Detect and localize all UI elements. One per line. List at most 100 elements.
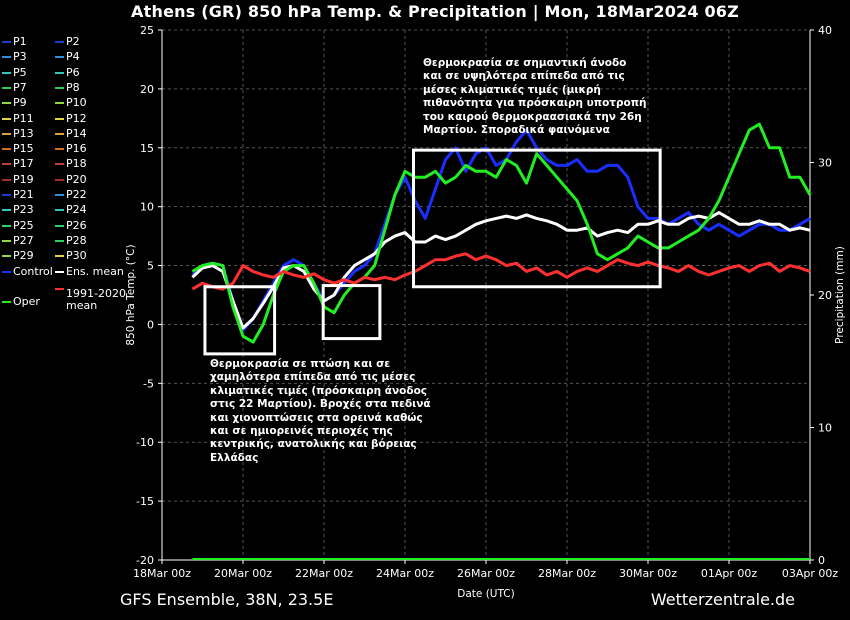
- legend-swatch: [55, 148, 64, 151]
- y-tick-label: 15: [140, 142, 154, 155]
- y-tick-label: -5: [143, 377, 154, 390]
- legend-item: P6: [55, 65, 80, 79]
- legend-swatch: [55, 71, 64, 74]
- legend-item: P15: [2, 143, 34, 155]
- series-oper-line: [191, 122, 812, 344]
- legend-item: Oper: [2, 296, 40, 308]
- x-tick-label: 20Mar 00z: [214, 567, 272, 580]
- x-tick-label: 28Mar 00z: [538, 567, 596, 580]
- legend-item: P5: [2, 66, 27, 79]
- legend-swatch: [55, 41, 64, 43]
- legend-swatch: [55, 86, 64, 89]
- legend-label: P25: [13, 218, 34, 232]
- legend-swatch: [2, 148, 11, 151]
- legend-label: P11: [13, 111, 34, 125]
- chart-title: Athens (GR) 850 hPa Temp. & Precipitatio…: [131, 2, 739, 21]
- highlight-box: [412, 148, 662, 289]
- legend-swatch: [2, 102, 11, 105]
- legend-swatch: [2, 86, 11, 89]
- legend-label: P12: [66, 111, 87, 125]
- x-axis-label: Date (UTC): [457, 588, 514, 600]
- legend-label: P27: [13, 233, 34, 247]
- y2-tick-label: 10: [818, 422, 832, 435]
- legend-swatch: [2, 270, 11, 273]
- y2-tick-label: 20: [818, 289, 832, 302]
- legend-swatch: [55, 270, 64, 273]
- legend-swatch: [55, 209, 64, 212]
- legend-label: P24: [66, 203, 87, 217]
- legend-label: P15: [13, 142, 34, 156]
- legend-swatch: [2, 209, 11, 212]
- legend-swatch: [2, 255, 11, 258]
- legend-label: P13: [13, 126, 34, 140]
- legend-swatch: [2, 301, 11, 304]
- legend-item: P28: [55, 234, 87, 247]
- y2-tick-label: 40: [818, 24, 832, 37]
- legend-label: P2: [66, 35, 80, 48]
- legend-swatch: [55, 194, 64, 196]
- legend-item: P3: [2, 51, 27, 63]
- y2-axis-label: Precipitation (mm): [834, 246, 846, 344]
- legend-item: P2: [55, 36, 80, 48]
- legend-swatch: [55, 56, 64, 59]
- legend-item: P14: [55, 126, 87, 140]
- legend-item: P17: [2, 158, 34, 170]
- legend-item: P10: [55, 97, 87, 109]
- legend-swatch: [2, 194, 11, 196]
- legend-item: P30: [55, 250, 87, 262]
- legend-swatch: [55, 239, 64, 242]
- legend-swatch: [2, 224, 11, 227]
- legend-item: P11: [2, 111, 34, 125]
- legend-label: P8: [66, 80, 80, 94]
- legend-item: P4: [55, 51, 80, 63]
- y-tick-label: -20: [136, 554, 154, 567]
- legend-item: Control: [2, 265, 53, 278]
- legend-item: P18: [55, 158, 87, 170]
- legend-item: P13: [2, 126, 34, 140]
- legend-label: P9: [13, 96, 27, 110]
- legend-label: P1: [13, 35, 27, 48]
- legend-item: P9: [2, 97, 27, 109]
- legend-item: P7: [2, 81, 27, 94]
- legend-label: P19: [13, 172, 34, 186]
- y-tick-label: 25: [140, 24, 154, 37]
- legend-swatch: [55, 102, 64, 105]
- legend-label: Oper: [13, 295, 40, 309]
- site-credit: Wetterzentrale.de: [650, 590, 795, 609]
- x-tick-label: 01Apr 00z: [701, 567, 758, 580]
- legend-label: P21: [13, 188, 34, 201]
- legend-label: P18: [66, 157, 87, 171]
- legend-item: 1991-2020 mean: [55, 288, 136, 312]
- series-control-line: [191, 128, 811, 332]
- annotation-cold-period: Θερμοκρασία σε πτώση και σε χαμηλότερα ε…: [210, 358, 431, 464]
- legend-item: P1: [2, 36, 27, 48]
- legend-label: Ens. mean: [66, 264, 124, 278]
- legend-label: P6: [66, 65, 80, 79]
- legend-item: P19: [2, 172, 34, 186]
- legend-item: P27: [2, 233, 34, 247]
- y-tick-label: -15: [136, 495, 154, 508]
- legend-swatch: [2, 71, 11, 74]
- legend-label: P29: [13, 249, 34, 263]
- legend-item: P22: [55, 189, 87, 201]
- legend-swatch: [2, 41, 11, 43]
- x-tick-label: 22Mar 00z: [295, 567, 353, 580]
- legend-label: P20: [66, 172, 87, 186]
- legend-label: P14: [66, 126, 87, 140]
- legend-swatch: [2, 132, 11, 135]
- legend-item: P23: [2, 204, 34, 216]
- y-axis-label: 850 hPa Temp. (°C): [125, 244, 137, 345]
- x-tick-label: 30Mar 00z: [619, 567, 677, 580]
- legend-swatch: [55, 255, 64, 258]
- legend-label: P26: [66, 218, 87, 232]
- y-tick-label: 5: [147, 260, 154, 273]
- legend-swatch: [2, 56, 11, 59]
- legend-swatch: [55, 178, 64, 181]
- legend-label: P16: [66, 142, 87, 156]
- legend-item: P12: [55, 111, 87, 125]
- y-tick-label: 10: [140, 201, 154, 214]
- legend-item: P16: [55, 143, 87, 155]
- legend-item: P26: [55, 218, 87, 232]
- legend-label: P23: [13, 203, 34, 217]
